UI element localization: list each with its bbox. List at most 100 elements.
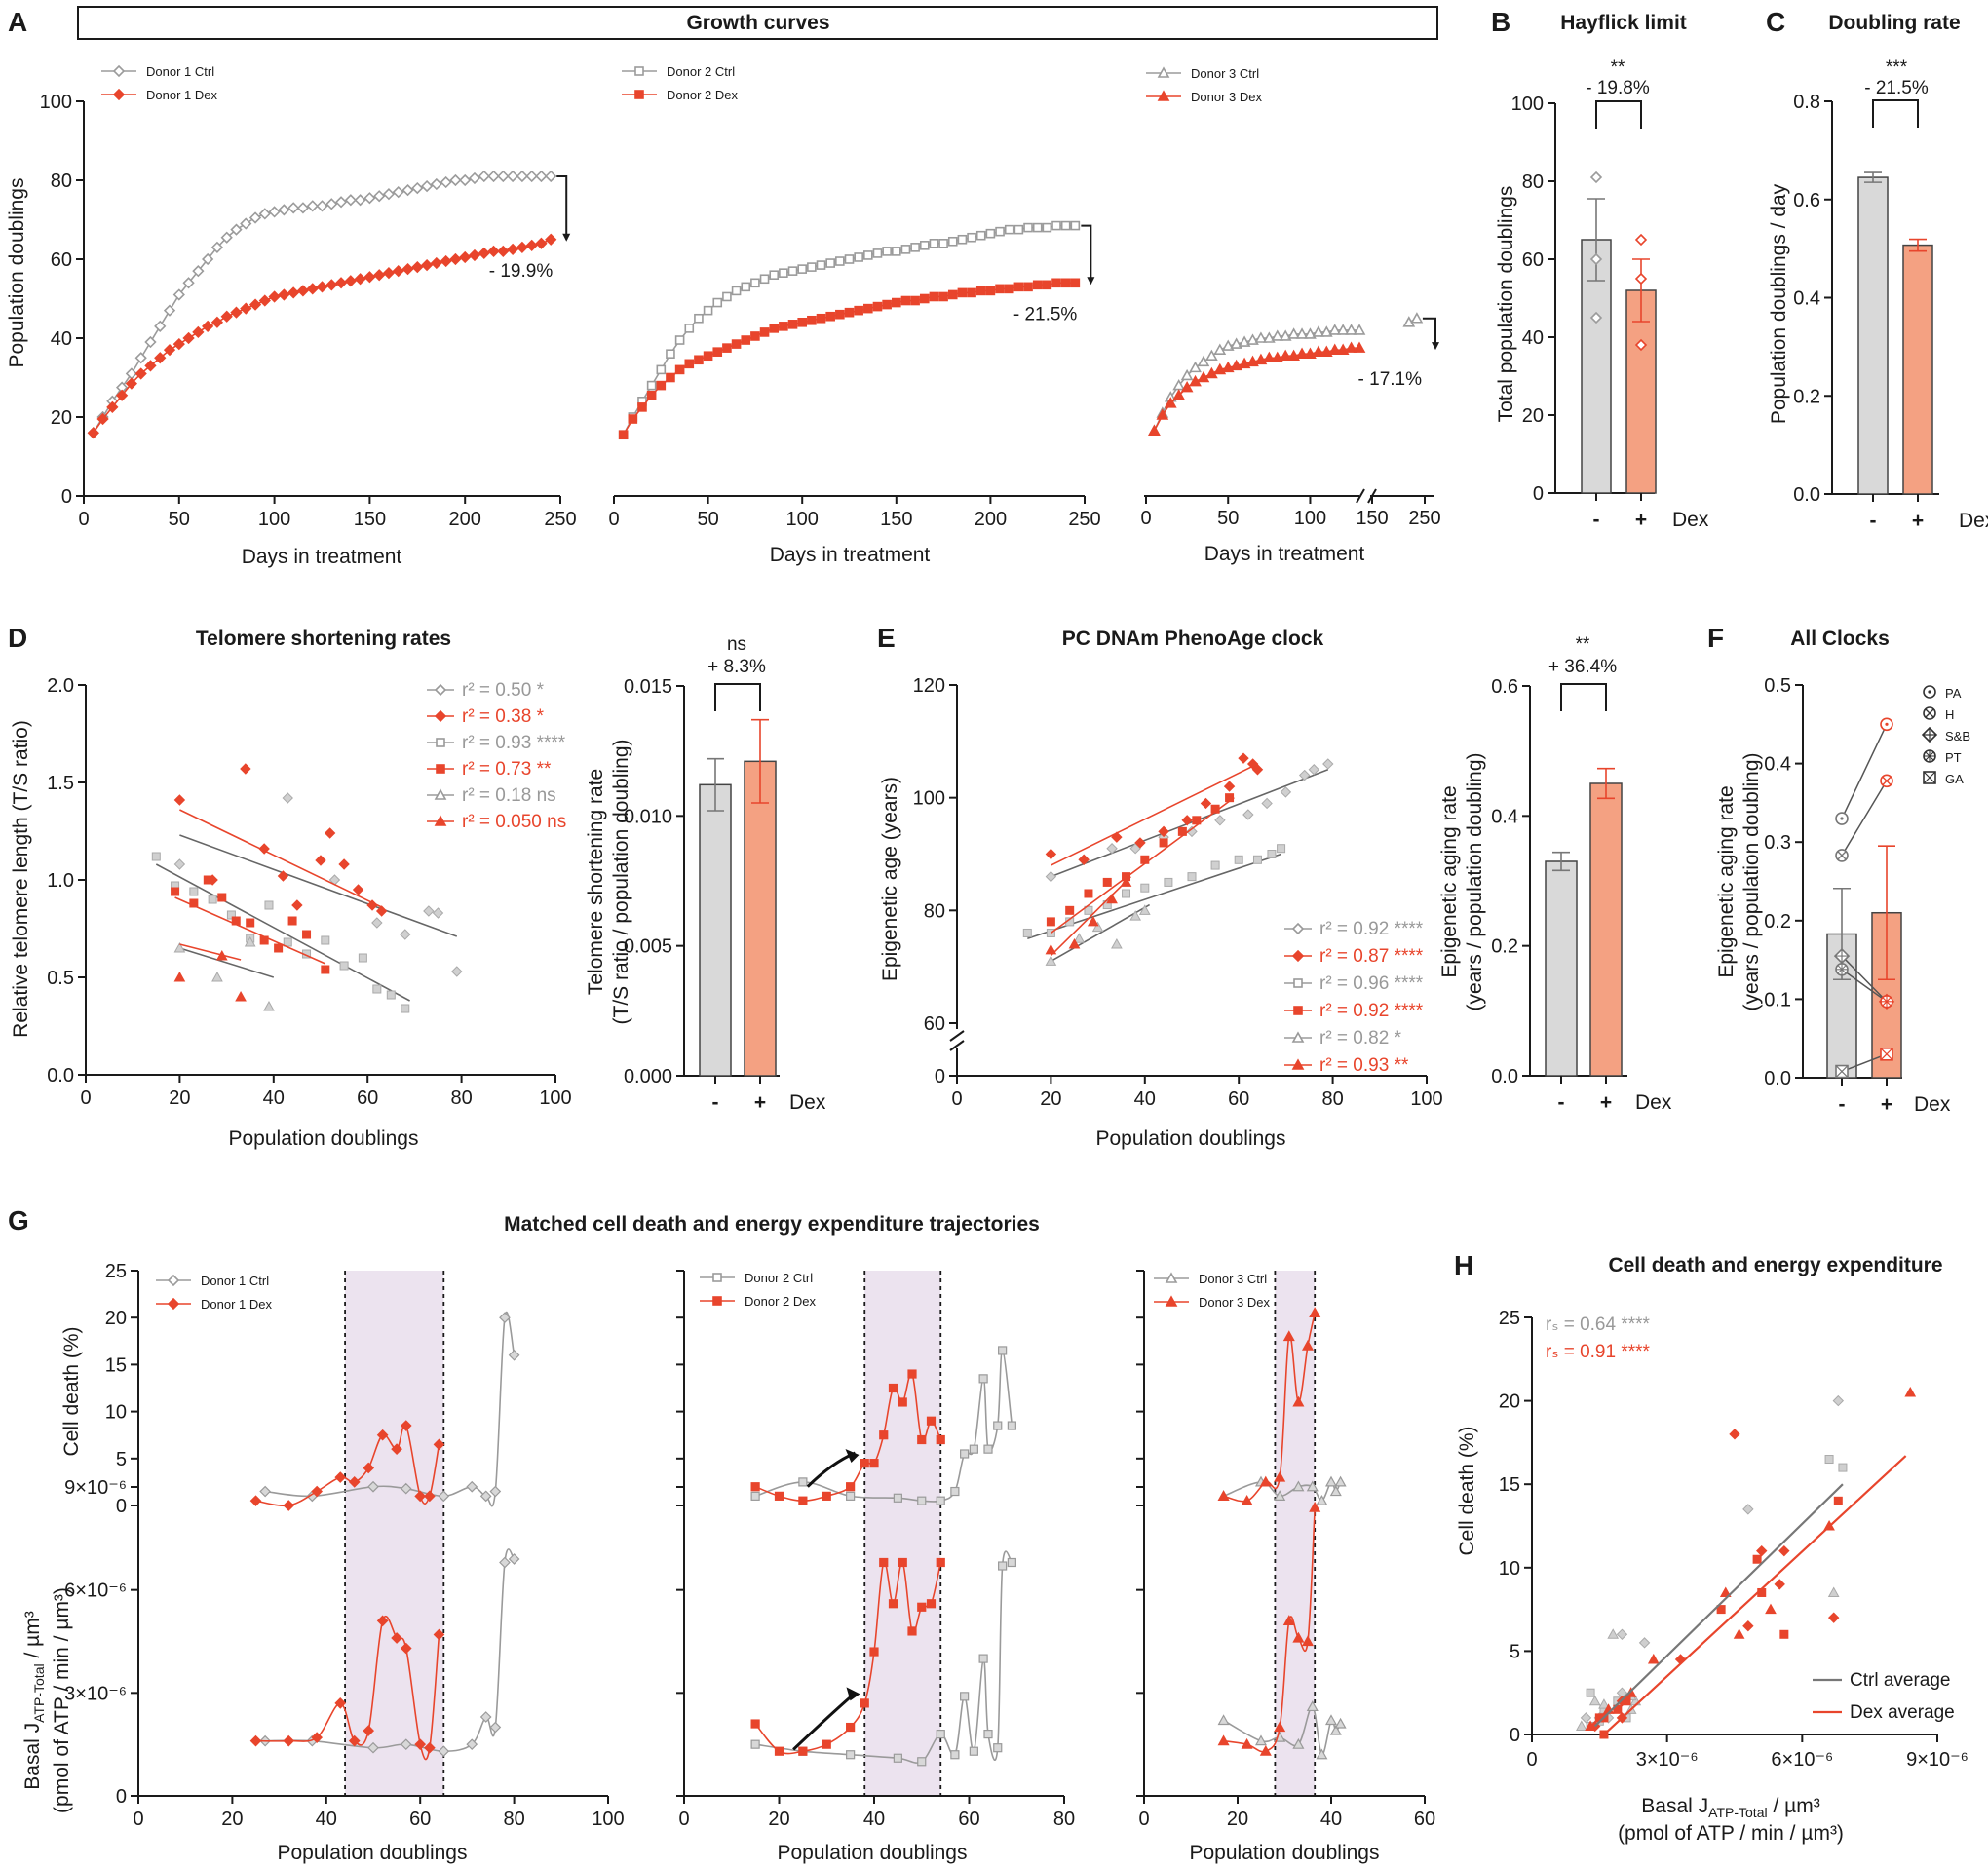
- e-y-tick-label: 120: [913, 675, 945, 697]
- d-legend-marker: [434, 683, 447, 697]
- growth-point-donor-3-ctrl: [1328, 324, 1342, 335]
- g-death-point-donor-2-ctrl: [993, 1421, 1003, 1430]
- growth-point-donor-1-dex: [96, 412, 109, 426]
- growth-point-donor-1-dex: [363, 271, 376, 284]
- g-death-point-donor-1-dex: [423, 1490, 436, 1503]
- g-death-point-donor-2-dex: [750, 1482, 760, 1492]
- growth-point-donor-1-ctrl: [182, 277, 195, 289]
- g-energy-point-donor-2-dex: [926, 1599, 937, 1609]
- g-energy-point-donor-2-ctrl: [978, 1654, 988, 1663]
- g-energy-point-donor-2-ctrl: [960, 1692, 970, 1701]
- g-death-point-donor-1-dex: [334, 1471, 347, 1483]
- growth-point-donor-2-dex: [787, 320, 798, 329]
- e-point-donor-3-ctrl: [1091, 921, 1104, 933]
- e-point-donor-1-ctrl: [1261, 797, 1273, 810]
- g-death-curve-donor-3-dex: [1223, 1313, 1316, 1503]
- growth-point-donor-1-ctrl: [287, 202, 300, 214]
- d-bar-change: + 8.3%: [707, 657, 766, 677]
- growth-point-donor-1-dex: [506, 243, 519, 256]
- g-death-point-donor-1-dex: [414, 1490, 427, 1503]
- b-y-tick-label: 60: [1522, 249, 1544, 271]
- d-legend-marker: [436, 764, 445, 774]
- legend-marker-donor-2-ctrl: [634, 66, 644, 76]
- d-point-donor-2-ctrl: [339, 961, 349, 971]
- g-energy-point-donor-2-dex: [917, 1602, 927, 1612]
- growth-point-donor-1-dex: [449, 252, 462, 266]
- g-death-point-donor-2-ctrl: [950, 1486, 960, 1497]
- growth-point-donor-2-ctrl: [1032, 222, 1043, 233]
- panel-e: 0 60 80 100 120 0 20 40 60 80 100 r² = 0.92 **** r² …: [913, 675, 1443, 1110]
- e-legend-r2-donor-1-ctrl: r² = 0.92 ****: [1319, 919, 1424, 939]
- f-ylabel-line2: (years / population doubling): [1740, 752, 1763, 1010]
- growth-change-annotation: - 21.5%: [1013, 304, 1078, 324]
- h-point-ctrl: [1638, 1637, 1651, 1649]
- g-energy-point-donor-1-ctrl: [499, 1556, 511, 1569]
- growth-point-donor-1-ctrl: [545, 170, 557, 183]
- d-point-donor-1-dex: [366, 899, 378, 911]
- a-xlabel-1: Days in treatment: [242, 546, 402, 568]
- doubling-rate-title: Doubling rate: [1828, 12, 1960, 34]
- growth-line-donor-1-dex: [93, 239, 552, 434]
- e-legend-r2-donor-3-dex: r² = 0.93 **: [1319, 1055, 1409, 1076]
- e-legend-sig: ****: [1395, 1001, 1424, 1021]
- h-stat-dex: rₛ = 0.91 ****: [1546, 1342, 1651, 1362]
- b-significance: **: [1611, 57, 1625, 78]
- ebar-y-tick-label: 0.0: [1491, 1066, 1518, 1087]
- g-energy-point-donor-1-dex: [363, 1725, 375, 1736]
- g-energy-point-donor-2-dex: [907, 1626, 917, 1636]
- f-y-tick-label: 0.3: [1764, 832, 1791, 854]
- g-death-point-donor-1-ctrl: [489, 1485, 502, 1498]
- d-point-donor-1-ctrl: [400, 929, 411, 940]
- g-death-point-donor-1-dex: [400, 1420, 412, 1431]
- growth-point-donor-2-ctrl: [947, 236, 958, 247]
- panel-label-d: D: [8, 623, 27, 653]
- h-point-ctrl: [1607, 1628, 1620, 1639]
- e-legend-marker: [1291, 1058, 1305, 1070]
- g-death-point-donor-1-ctrl: [438, 1490, 450, 1503]
- d-point-donor-2-ctrl: [386, 990, 396, 1000]
- b-y-tick-label: 40: [1522, 327, 1544, 349]
- g-death-point-donor-1-dex: [391, 1443, 402, 1456]
- g-death-point-donor-2-dex: [774, 1491, 784, 1501]
- e-point-donor-1-ctrl: [1106, 843, 1118, 855]
- b-ylabel: Total population doublings: [1495, 186, 1517, 423]
- ebar-category-label: +: [1600, 1091, 1612, 1114]
- e-legend-sig: ****: [1395, 946, 1424, 967]
- d-point-donor-2-dex: [189, 898, 199, 908]
- legend-label-donor-1-dex: Donor 1 Dex: [146, 88, 217, 102]
- e-legend-marker: [1293, 1006, 1303, 1015]
- legend-marker-donor-3-ctrl: [1157, 66, 1170, 78]
- g-energy-point-donor-3-dex: [1217, 1734, 1230, 1746]
- e-point-donor-2-ctrl: [1234, 855, 1243, 864]
- growth-point-donor-1-dex: [220, 310, 233, 323]
- growth-point-donor-2-ctrl: [910, 243, 920, 252]
- d-point-donor-2-dex: [171, 887, 180, 896]
- d-point-donor-2-dex: [246, 918, 255, 928]
- growth-point-donor-2-ctrl: [825, 258, 835, 268]
- g-top-y-tick-label: 0: [116, 1496, 127, 1517]
- growth-point-donor-1-ctrl: [487, 170, 500, 183]
- growth-point-donor-3-ctrl: [1238, 335, 1251, 347]
- e-point-donor-3-dex: [1106, 893, 1118, 904]
- ebar-y-tick-label: 0.6: [1491, 676, 1518, 698]
- g-death-point-donor-2-ctrl: [960, 1449, 970, 1459]
- f-y-tick-label: 0.5: [1764, 675, 1791, 697]
- g-death-point-donor-2-dex: [798, 1496, 808, 1505]
- a-y-tick-label: 80: [51, 171, 72, 192]
- c-y-tick-label: 0.4: [1793, 288, 1820, 310]
- e-point-donor-1-dex: [1251, 764, 1264, 776]
- d-y-tick-label: 0.0: [47, 1065, 74, 1086]
- g1-x-tick-label: 100: [592, 1809, 624, 1830]
- a1-x-tick-label: 150: [354, 509, 386, 530]
- g-energy-point-donor-1-dex: [334, 1697, 347, 1709]
- e-point-donor-3-ctrl: [1129, 910, 1142, 921]
- legend-label-donor-3-dex: Donor 3 Dex: [1191, 90, 1262, 104]
- growth-point-donor-3-ctrl: [1213, 343, 1227, 355]
- growth-point-donor-1-ctrl: [220, 231, 233, 244]
- a-xlabel-3: Days in treatment: [1204, 543, 1365, 565]
- e-bar-significance: **: [1576, 634, 1590, 655]
- growth-point-donor-1-dex: [392, 265, 404, 278]
- growth-point-donor-1-ctrl: [373, 190, 386, 203]
- growth-bracket: [556, 174, 568, 240]
- growth-point-donor-1-dex: [354, 273, 366, 286]
